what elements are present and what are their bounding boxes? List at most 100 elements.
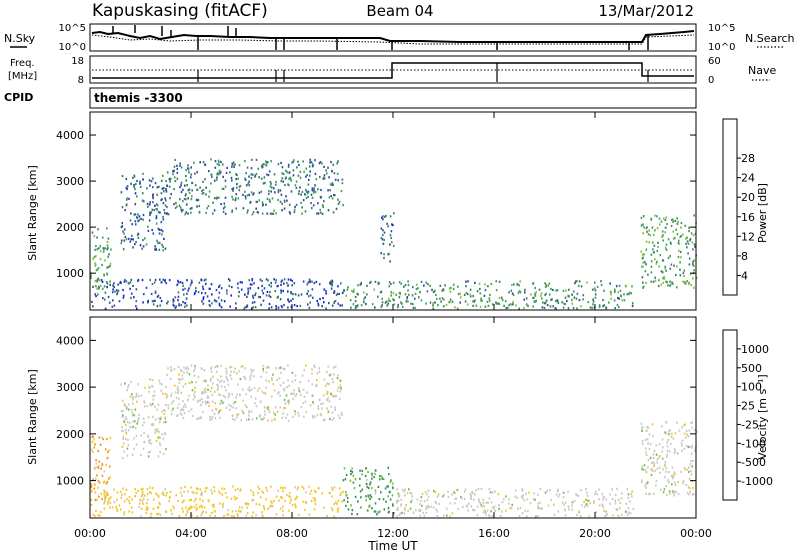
echo-point xyxy=(130,408,133,411)
echo-point xyxy=(201,499,204,502)
echo-point xyxy=(235,207,237,210)
echo-point xyxy=(170,369,173,372)
echo-point xyxy=(142,301,144,304)
echo-point xyxy=(669,284,671,287)
echo-point xyxy=(616,487,618,490)
echo-point xyxy=(674,483,677,487)
echo-point xyxy=(369,481,372,484)
echo-point xyxy=(123,280,126,283)
echo-point xyxy=(605,306,607,309)
echo-point xyxy=(123,402,126,406)
echo-point xyxy=(200,367,203,370)
echo-point xyxy=(327,397,329,400)
echo-point xyxy=(189,284,192,287)
echo-point xyxy=(629,512,632,515)
echo-point xyxy=(277,392,279,395)
echo-point xyxy=(400,498,403,502)
echo-point xyxy=(568,508,570,511)
echo-point xyxy=(311,165,314,168)
echo-point xyxy=(279,384,282,387)
echo-point xyxy=(169,197,171,200)
echo-point xyxy=(652,453,655,456)
echo-point xyxy=(294,184,297,187)
echo-point xyxy=(409,507,412,510)
echo-point xyxy=(615,285,618,288)
cpid-label: CPID xyxy=(4,91,33,104)
echo-point xyxy=(665,248,668,251)
echo-point xyxy=(270,306,273,309)
echo-point xyxy=(320,402,322,405)
echo-point xyxy=(675,228,677,231)
echo-point xyxy=(644,447,647,450)
echo-point xyxy=(305,491,307,494)
echo-point xyxy=(403,512,406,515)
echo-point xyxy=(269,185,272,188)
echo-point xyxy=(664,267,666,270)
echo-point xyxy=(149,278,151,282)
echo-point xyxy=(184,405,187,408)
echo-point xyxy=(205,486,208,490)
echo-point xyxy=(169,177,172,180)
echo-point xyxy=(350,504,352,507)
echo-point xyxy=(132,402,134,405)
echo-point xyxy=(252,369,255,372)
echo-point xyxy=(132,396,134,399)
echo-point xyxy=(260,164,263,167)
velocity-echo-points xyxy=(90,364,698,518)
echo-point xyxy=(107,501,109,504)
echo-point xyxy=(241,365,244,368)
echo-point xyxy=(220,160,222,164)
echo-point xyxy=(228,392,230,395)
echo-point xyxy=(156,186,159,189)
echo-point xyxy=(659,455,661,458)
echo-point xyxy=(390,236,393,240)
echo-point xyxy=(317,188,319,191)
echo-point xyxy=(510,507,513,510)
echo-point xyxy=(688,263,691,266)
echo-point xyxy=(614,290,616,293)
echo-point xyxy=(185,169,187,172)
echo-point xyxy=(317,486,320,490)
echo-point xyxy=(127,444,130,447)
echo-point xyxy=(626,293,629,296)
echo-point xyxy=(439,297,441,300)
echo-point xyxy=(224,196,227,199)
echo-point xyxy=(122,430,124,433)
echo-point xyxy=(273,389,276,392)
echo-point xyxy=(546,489,548,492)
echo-point xyxy=(310,202,312,205)
echo-point xyxy=(451,512,454,515)
echo-point xyxy=(671,483,673,486)
echo-point xyxy=(268,294,270,297)
echo-point xyxy=(172,303,175,306)
echo-point xyxy=(213,490,216,493)
echo-point xyxy=(662,277,664,280)
echo-point xyxy=(693,269,695,272)
echo-point xyxy=(283,389,286,392)
echo-point xyxy=(692,264,695,267)
echo-point xyxy=(423,514,426,517)
echo-point xyxy=(299,381,302,384)
echo-point xyxy=(261,514,264,517)
echo-point xyxy=(618,284,621,287)
echo-point xyxy=(125,238,128,241)
echo-point xyxy=(534,292,536,295)
echo-point xyxy=(488,299,491,302)
echo-point xyxy=(94,515,96,518)
echo-point xyxy=(127,386,129,389)
echo-point xyxy=(213,503,215,506)
echo-point xyxy=(357,293,359,296)
echo-point xyxy=(93,234,96,238)
echo-point xyxy=(174,296,177,299)
echo-point xyxy=(308,485,310,488)
echo-point xyxy=(190,211,192,214)
echo-point xyxy=(256,389,259,392)
echo-point xyxy=(345,491,347,494)
echo-point xyxy=(387,225,389,228)
noise-panel-frame xyxy=(89,23,697,52)
echo-point xyxy=(159,503,161,506)
echo-point xyxy=(333,194,335,197)
echo-point xyxy=(398,513,401,516)
echo-point xyxy=(670,263,673,266)
